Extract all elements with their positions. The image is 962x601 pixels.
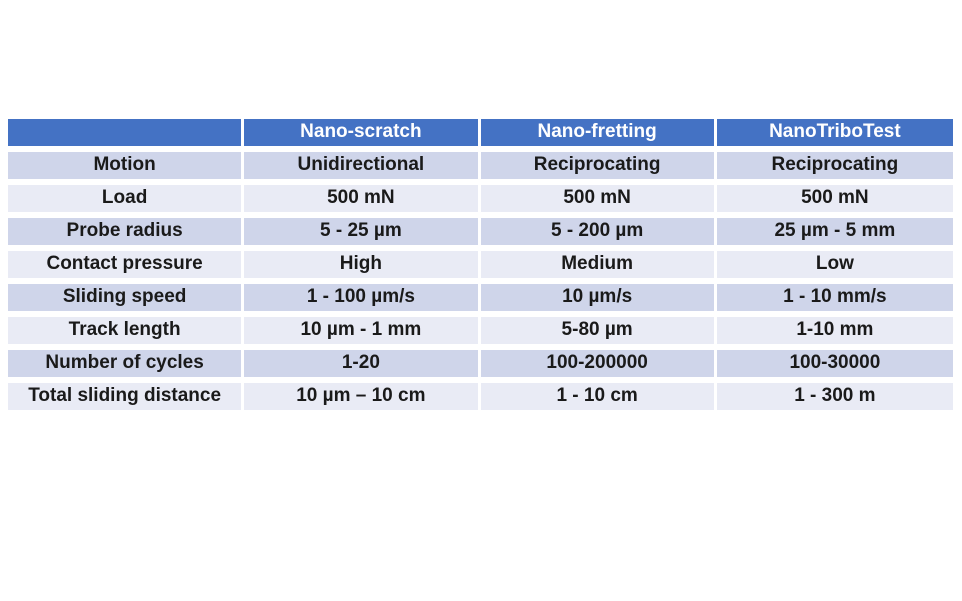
table-row: Probe radius 5 - 25 µm 5 - 200 µm 25 µm - 5… bbox=[8, 218, 953, 251]
table-cell: 5-80 µm bbox=[480, 317, 717, 350]
row-label: Sliding speed bbox=[8, 284, 245, 317]
table-cell: 500 mN bbox=[716, 185, 953, 218]
table-cell: Reciprocating bbox=[716, 152, 953, 185]
table-cell: 5 - 25 µm bbox=[244, 218, 481, 251]
table-cell: 10 µm – 10 cm bbox=[244, 383, 481, 416]
row-label: Motion bbox=[8, 152, 245, 185]
header-row: Nano-scratch Nano-fretting NanoTriboTest bbox=[8, 119, 953, 152]
table-cell: 1-20 bbox=[244, 350, 481, 383]
row-label: Track length bbox=[8, 317, 245, 350]
table-cell: 100-200000 bbox=[480, 350, 717, 383]
table-row: Number of cycles 1-20 100-200000 100-30000 bbox=[8, 350, 953, 383]
table-cell: High bbox=[244, 251, 481, 284]
table-cell: 500 mN bbox=[244, 185, 481, 218]
table-cell: Unidirectional bbox=[244, 152, 481, 185]
row-label: Probe radius bbox=[8, 218, 245, 251]
table-body: Motion Unidirectional Reciprocating Recipro… bbox=[8, 152, 953, 416]
row-label: Number of cycles bbox=[8, 350, 245, 383]
table-cell: 1-10 mm bbox=[716, 317, 953, 350]
header-cell-nanotribotest: NanoTriboTest bbox=[716, 119, 953, 152]
table-cell: 25 µm - 5 mm bbox=[716, 218, 953, 251]
table-cell: 1 - 300 m bbox=[716, 383, 953, 416]
row-label: Total sliding distance bbox=[8, 383, 245, 416]
table-row: Motion Unidirectional Reciprocating Recipro… bbox=[8, 152, 953, 185]
table-cell: 5 - 200 µm bbox=[480, 218, 717, 251]
table-row: Track length 10 µm - 1 mm 5-80 µm 1-10 mm bbox=[8, 317, 953, 350]
table-cell: Medium bbox=[480, 251, 717, 284]
header-cell-nano-fretting: Nano-fretting bbox=[480, 119, 717, 152]
table-cell: 500 mN bbox=[480, 185, 717, 218]
row-label: Load bbox=[8, 185, 245, 218]
table-row: Sliding speed 1 - 100 µm/s 10 µm/s 1 - 10 m… bbox=[8, 284, 953, 317]
table-cell: 1 - 10 cm bbox=[480, 383, 717, 416]
comparison-table: Nano-scratch Nano-fretting NanoTriboTest… bbox=[8, 119, 953, 416]
table-row: Load 500 mN 500 mN 500 mN bbox=[8, 185, 953, 218]
table-cell: 1 - 10 mm/s bbox=[716, 284, 953, 317]
table-cell: Reciprocating bbox=[480, 152, 717, 185]
table-row: Contact pressure High Medium Low bbox=[8, 251, 953, 284]
row-label: Contact pressure bbox=[8, 251, 245, 284]
header-cell-empty bbox=[8, 119, 245, 152]
table-cell: 1 - 100 µm/s bbox=[244, 284, 481, 317]
table-cell: 10 µm - 1 mm bbox=[244, 317, 481, 350]
table-cell: Low bbox=[716, 251, 953, 284]
table-cell: 100-30000 bbox=[716, 350, 953, 383]
table-cell: 10 µm/s bbox=[480, 284, 717, 317]
table-header: Nano-scratch Nano-fretting NanoTriboTest bbox=[8, 119, 953, 152]
header-cell-nano-scratch: Nano-scratch bbox=[244, 119, 481, 152]
table-row: Total sliding distance 10 µm – 10 cm 1 - 1… bbox=[8, 383, 953, 416]
